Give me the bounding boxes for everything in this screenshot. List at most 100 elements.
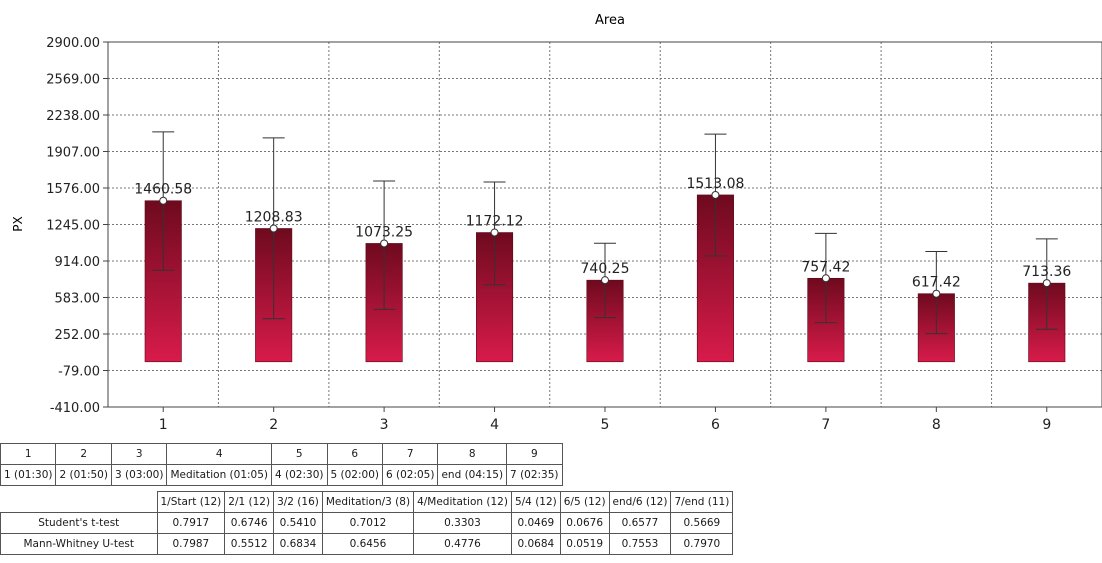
area-bar-chart: Area PX 2900.00 2569.00 2238.00 1907.00 1576… [11,13,1102,433]
data-label: 1208.83 [245,209,303,225]
mapping-header-cell: 2 [55,443,112,465]
mapping-header-cell: 7 [381,443,439,465]
test-value-cell: 0.4776 [413,533,512,555]
y-tick-labels: 2900.00 2569.00 2238.00 1907.00 1576.00 1245.… [46,36,108,416]
bars [144,194,1066,363]
y-tick-label: 2238.00 [46,109,100,124]
test-value-cell: 0.7987 [156,533,226,555]
data-label: 757.42 [801,259,850,275]
mapping-header-cell: 6 [326,443,383,465]
mapping-label-cell: 4 (02:30) [271,464,328,486]
y-tick-label: -410.00 [50,401,100,416]
x-tick-label: 9 [1042,417,1051,433]
data-label: 740.25 [581,261,630,277]
data-label: 1172.12 [466,214,524,230]
y-axis-label: PX [11,216,25,231]
data-label: 1073.25 [355,224,413,240]
test-column-header: 6/5 (12) [559,491,610,513]
mean-point [159,196,168,205]
mean-point [601,276,609,285]
data-label: 1513.08 [686,176,744,192]
test-value-cell: 0.0684 [510,533,561,555]
test-corner-cell [0,491,158,513]
x-tick-label: 5 [601,417,610,433]
mean-point [490,228,499,237]
test-value-cell: 0.6746 [224,512,275,534]
test-value-cell: 0.7012 [321,512,415,534]
test-value-cell: 0.6834 [273,533,323,555]
data-label: 617.42 [912,275,961,291]
test-value-cell: 0.7917 [156,512,226,534]
x-tick-label: 4 [490,417,499,433]
test-column-header: 5/4 (12) [510,491,561,513]
mapping-label-cell: end (04:15) [437,464,508,486]
y-tick-label: 1907.00 [46,146,100,161]
test-row-name: Student's t-test [0,512,158,534]
test-value-cell: 0.0469 [510,512,561,534]
test-value-cell: 0.6577 [608,512,672,534]
test-column-header: 2/1 (12) [224,491,275,513]
test-row-mann-whitney: Mann-Whitney U-test 0.7987 0.5512 0.6834… [0,533,734,555]
data-labels: 1460.58 1208.83 1073.25 1172.12 740.25 1513.0… [134,176,1071,291]
error-bars [152,131,1058,335]
y-tick-label: -79.00 [58,365,100,380]
x-tick-label: 2 [269,417,278,433]
mapping-header-cell: 5 [271,443,328,465]
significance-test-table: 1/Start (12) 2/1 (12) 3/2 (16) Meditatio… [0,491,734,555]
mapping-label-cell: Meditation (01:05) [166,464,273,486]
x-tick-labels: 1 2 3 4 5 6 7 8 9 [159,407,1051,433]
mapping-header-cell: 9 [506,443,563,465]
y-tick-label: 1576.00 [46,182,100,197]
test-column-header: end/6 (12) [608,491,672,513]
test-column-header: 1/Start (12) [156,491,226,513]
test-value-cell: 0.3303 [413,512,512,534]
test-value-cell: 0.7970 [670,533,734,555]
mapping-header-cell: 3 [110,443,168,465]
period-mapping-table: 1 2 3 4 5 6 7 8 9 1 (01:30) 2 (01:50) 3 … [0,443,563,486]
test-value-cell: 0.5669 [670,512,734,534]
mapping-label-cell: 3 (03:00) [110,464,168,486]
mean-point [932,289,941,298]
mean-point [821,274,830,283]
test-value-cell: 0.5410 [273,512,323,534]
test-header-row: 1/Start (12) 2/1 (12) 3/2 (16) Meditatio… [0,491,734,513]
plot-frame [107,41,1102,408]
x-tick-label: 1 [159,417,168,433]
data-label: 1460.58 [134,182,192,198]
mean-point [269,224,278,233]
test-value-cell: 0.7553 [608,533,672,555]
mapping-label-cell: 6 (02:05) [381,464,439,486]
mapping-label-cell: 5 (02:00) [326,464,383,486]
y-tick-label: 2900.00 [46,36,100,51]
x-tick-label: 6 [711,417,720,433]
x-tick-label: 8 [932,417,941,433]
test-row-ttest: Student's t-test 0.7917 0.6746 0.5410 0.… [0,512,734,534]
y-tick-label: 2569.00 [46,73,100,88]
mean-point [1042,279,1051,288]
mapping-header-cell: 4 [166,443,273,465]
test-column-header: 4/Meditation (12) [413,491,512,513]
mapping-header-row: 1 2 3 4 5 6 7 8 9 [0,443,563,465]
mapping-header-cell: 8 [437,443,508,465]
chart-title: Area [595,13,625,28]
test-value-cell: 0.0519 [559,533,610,555]
test-value-cell: 0.0676 [559,512,610,534]
mapping-label-cell: 7 (02:35) [506,464,563,486]
test-row-name: Mann-Whitney U-test [0,533,158,555]
test-value-cell: 0.5512 [224,533,275,555]
test-column-header: Meditation/3 (8) [321,491,415,513]
mapping-label-row: 1 (01:30) 2 (01:50) 3 (03:00) Meditation… [0,464,563,486]
y-tick-label: 583.00 [55,292,101,307]
mean-point [380,239,389,248]
y-tick-label: 252.00 [55,328,101,343]
test-column-header: 3/2 (16) [273,491,323,513]
mapping-label-cell: 1 (01:30) [0,464,57,486]
mean-point [711,190,720,199]
mapping-label-cell: 2 (01:50) [55,464,112,486]
x-tick-label: 3 [380,417,389,433]
y-tick-label: 914.00 [55,255,101,270]
mapping-header-cell: 1 [0,443,57,465]
y-tick-label: 1245.00 [46,219,100,234]
test-column-header: 7/end (11) [670,491,734,513]
data-label: 713.36 [1022,264,1071,280]
